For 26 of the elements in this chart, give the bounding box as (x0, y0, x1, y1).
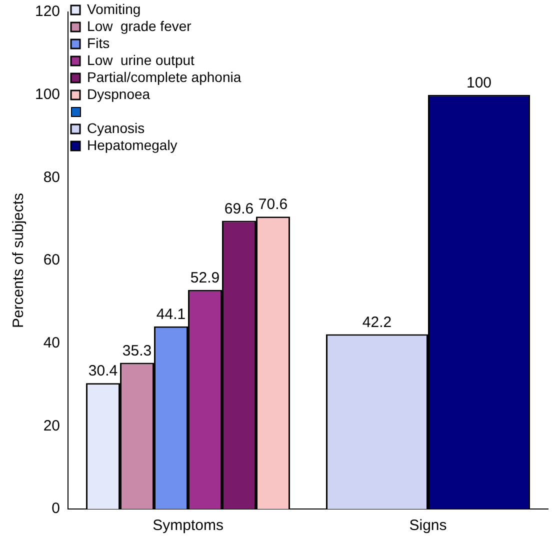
y-tick-label: 100 (34, 86, 60, 103)
data-label: 52.9 (190, 270, 220, 287)
legend-label: Hepatomegaly (87, 136, 178, 153)
legend-label: Partial/complete aphonia (87, 68, 242, 85)
y-tick-label: 60 (43, 252, 60, 269)
y-axis-title: Percents of subjects (10, 192, 28, 328)
data-label: 35.3 (122, 342, 152, 360)
y-tick-label: 20 (43, 417, 60, 434)
x-tick-label: Signs (409, 517, 447, 534)
legend-label: Vomiting (87, 0, 141, 17)
y-tick-label: 80 (43, 168, 60, 186)
data-label: 69.6 (224, 200, 254, 218)
data-label: 30.4 (88, 362, 118, 380)
y-tick-label: 0 (52, 500, 60, 518)
legend-label: Dyspnoea (87, 86, 150, 102)
legend-label: Low grade fever (87, 18, 192, 34)
data-label: 44.1 (156, 306, 186, 323)
legend-label: Low urine output (87, 52, 195, 68)
data-label: 42.2 (362, 314, 392, 331)
y-tick-label: 120 (34, 3, 60, 20)
y-tick-label: 40 (43, 334, 60, 352)
legend-label: Fits (87, 34, 110, 51)
x-tick-label: Symptoms (152, 517, 224, 534)
data-label: 70.6 (258, 196, 288, 214)
legend-label: Cyanosis (87, 120, 145, 136)
data-label: 100 (466, 74, 492, 92)
